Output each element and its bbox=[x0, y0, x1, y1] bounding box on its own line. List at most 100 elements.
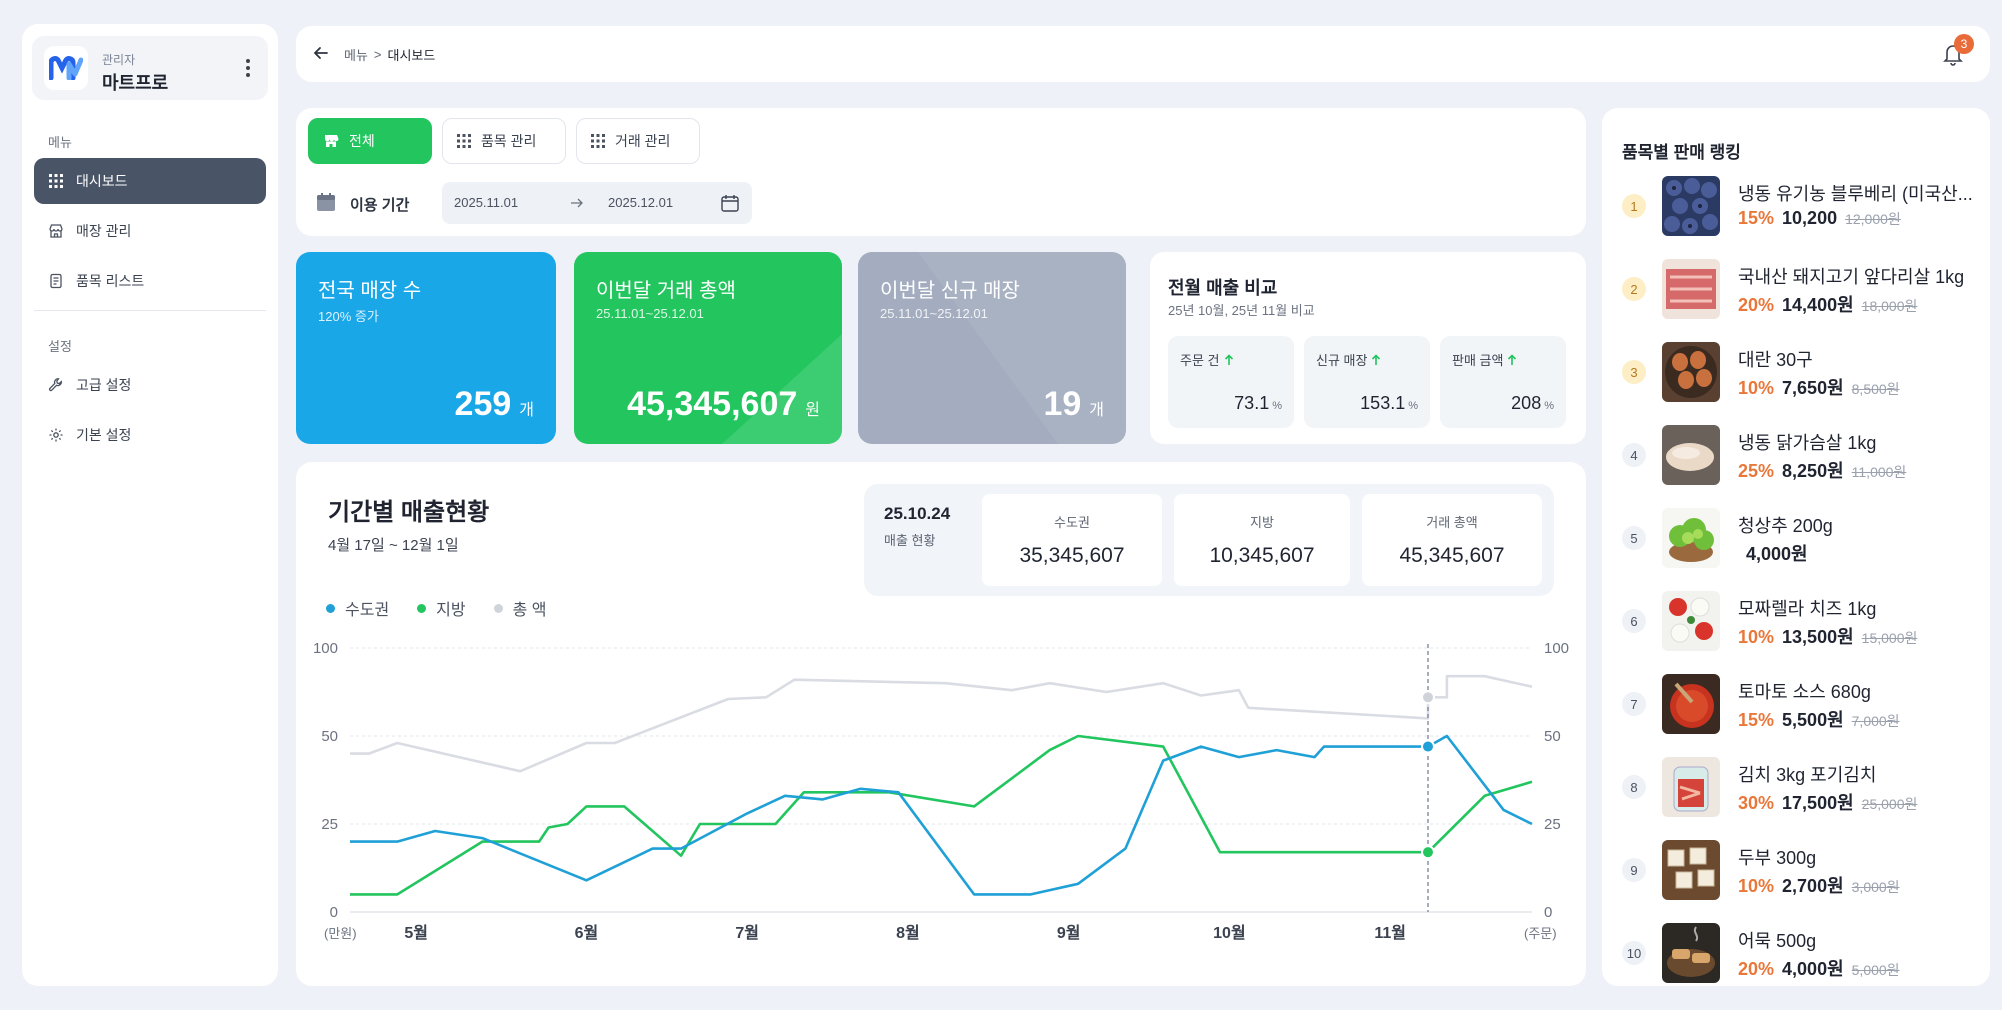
y-tick-label-left: 25 bbox=[321, 816, 338, 833]
discount-rate: 10% bbox=[1738, 378, 1775, 398]
breadcrumb-separator: > bbox=[373, 47, 382, 62]
kpi-unit: 개 bbox=[519, 402, 534, 419]
discount-rate: 10% bbox=[1738, 876, 1775, 896]
product-name: 국내산 돼지고기 앞다리살 1kg bbox=[1738, 267, 1965, 287]
stat-value: 10,345,607 bbox=[1209, 544, 1315, 567]
legend-dot bbox=[326, 603, 335, 613]
legend-label: 총 액 bbox=[512, 602, 547, 619]
stat-value: 35,345,607 bbox=[1019, 544, 1125, 567]
ranking-item[interactable]: 9 두부 300g 10% 2,700원 3,000원 bbox=[1620, 838, 1980, 902]
series-line bbox=[350, 734, 1533, 896]
x-tick-label: 10월 bbox=[1213, 924, 1246, 942]
document-icon bbox=[50, 273, 62, 289]
compare-label: 신규 매장 bbox=[1316, 353, 1368, 368]
kpi-unit: 원 bbox=[805, 402, 820, 419]
sidebar-item-dashboard[interactable]: 대시보드 bbox=[34, 158, 266, 204]
sidebar-item-products[interactable]: 품목 리스트 bbox=[34, 258, 266, 304]
rank-number: 3 bbox=[1622, 360, 1646, 384]
calendar-icon[interactable] bbox=[720, 193, 740, 213]
breadcrumb-parent[interactable]: 메뉴 bbox=[344, 48, 368, 63]
card-title: 전월 매출 비교 bbox=[1168, 278, 1278, 298]
date-start[interactable]: 2025.11.01 bbox=[454, 195, 519, 210]
legend-item-total[interactable]: 총 액 bbox=[493, 596, 547, 620]
rank-number: 4 bbox=[1622, 443, 1646, 467]
ranking-item[interactable]: 8 김치 3kg 포기김치 30% 17,500원 25,000원 bbox=[1620, 755, 1980, 819]
tab-transaction-management[interactable]: 거래 관리 bbox=[576, 118, 700, 164]
breadcrumb-current: 대시보드 bbox=[387, 48, 436, 63]
sidebar-item-label: 고급 설정 bbox=[76, 377, 132, 393]
ranking-item[interactable]: 7 토마토 소스 680g 15% 5,500원 7,000원 bbox=[1620, 672, 1980, 736]
tab-all[interactable]: 전체 bbox=[308, 118, 432, 164]
product-image bbox=[1662, 425, 1720, 485]
x-tick-label: 7월 bbox=[735, 924, 759, 942]
compare-value: 153.1 bbox=[1360, 393, 1406, 413]
ranking-item[interactable]: 5 청상추 200g 4,000원 bbox=[1620, 506, 1980, 570]
store-icon bbox=[325, 135, 339, 147]
tab-product-management[interactable]: 품목 관리 bbox=[442, 118, 566, 164]
kpi-monthly-transactions: 이번달 거래 총액 25.11.01~25.12.01 45,345,607 원 bbox=[574, 252, 842, 444]
kpi-value: 45,345,607 bbox=[627, 385, 798, 423]
section-label-settings: 설정 bbox=[48, 339, 72, 354]
product-name: 대란 30구 bbox=[1738, 350, 1813, 370]
date-end[interactable]: 2025.12.01 bbox=[608, 195, 674, 210]
kpi-value: 259 bbox=[454, 385, 512, 423]
section-label-menu: 메뉴 bbox=[48, 135, 72, 150]
breadcrumb: 메뉴 > 대시보드 bbox=[344, 45, 435, 64]
arrow-left-icon[interactable] bbox=[312, 44, 330, 62]
kpi-title: 이번달 신규 매장 bbox=[880, 280, 1020, 302]
compare-unit: % bbox=[1544, 400, 1554, 412]
compare-orders: 주문 건 73.1% bbox=[1168, 336, 1294, 428]
legend-item-metro[interactable]: 수도권 bbox=[326, 596, 389, 620]
sidebar-item-store[interactable]: 매장 관리 bbox=[34, 208, 266, 254]
product-price: 30% 17,500원 25,000원 bbox=[1738, 789, 1917, 815]
sale-price: 4,000원 bbox=[1782, 959, 1844, 979]
ranking-item[interactable]: 3 대란 30구 10% 7,650원 8,500원 bbox=[1620, 340, 1980, 404]
sale-price: 10,200 bbox=[1782, 208, 1838, 228]
product-price: 15% 10,200 12,000원 bbox=[1738, 208, 1901, 229]
compare-label: 판매 금액 bbox=[1452, 353, 1504, 368]
sales-line-chart[interactable]: 0 0 25 25 50 50 100 100 (만원) (주문) 5월 6월 7월 8월 9월 10월 11월 bbox=[296, 632, 1586, 986]
x-tick-label: 11월 bbox=[1374, 924, 1406, 942]
ranking-item[interactable]: 2 국내산 돼지고기 앞다리살 1kg 20% 14,400원 18,000원 bbox=[1620, 257, 1980, 321]
grid-icon bbox=[49, 174, 63, 188]
y-tick-label-left: 100 bbox=[313, 640, 338, 657]
x-tick-label: 5월 bbox=[404, 924, 428, 942]
sale-price: 13,500원 bbox=[1782, 627, 1854, 647]
kpi-subtitle: 25.11.01~25.12.01 bbox=[880, 306, 988, 321]
legend-dot bbox=[417, 603, 427, 613]
sale-price: 8,250원 bbox=[1782, 461, 1844, 481]
stat-label: 거래 총액 bbox=[1426, 515, 1478, 530]
sidebar-item-advanced-settings[interactable]: 고급 설정 bbox=[34, 362, 266, 408]
compare-value: 73.1 bbox=[1234, 393, 1270, 413]
product-image bbox=[1662, 176, 1720, 236]
original-price: 11,000원 bbox=[1851, 464, 1907, 480]
calendar-icon bbox=[317, 193, 335, 211]
y-unit-left: (만원) bbox=[324, 926, 357, 941]
rank-number: 7 bbox=[1622, 692, 1646, 716]
ranking-item[interactable]: 10 어묵 500g 20% 4,000원 5,000원 bbox=[1620, 921, 1980, 985]
ranking-item[interactable]: 4 냉동 닭가슴살 1kg 25% 8,250원 11,000원 bbox=[1620, 423, 1980, 487]
kpi-unit: 개 bbox=[1089, 402, 1104, 419]
sidebar-item-label: 대시보드 bbox=[76, 173, 128, 189]
date-range-picker[interactable]: 2025.11.01 2025.12.01 bbox=[442, 182, 752, 224]
y-tick-label-right: 50 bbox=[1544, 728, 1561, 745]
ranking-item[interactable]: 1 냉동 유기농 블루베리 (미국산... 15% 10,200 12,000원 bbox=[1620, 174, 1980, 238]
discount-rate: 25% bbox=[1738, 461, 1775, 481]
sale-price: 5,500원 bbox=[1782, 710, 1844, 730]
product-name: 냉동 유기농 블루베리 (미국산... bbox=[1738, 184, 1973, 204]
compare-value: 208 bbox=[1511, 393, 1542, 413]
product-name: 두부 300g bbox=[1738, 848, 1817, 868]
tab-label: 거래 관리 bbox=[615, 133, 671, 149]
product-price: 25% 8,250원 11,000원 bbox=[1738, 457, 1906, 483]
legend-label: 지방 bbox=[436, 602, 466, 619]
product-name: 토마토 소스 680g bbox=[1738, 682, 1871, 702]
brand-card[interactable]: 관리자 마트프로 bbox=[32, 36, 268, 100]
more-vertical-icon[interactable] bbox=[238, 54, 258, 82]
y-unit-right: (주문) bbox=[1524, 926, 1557, 941]
discount-rate: 30% bbox=[1738, 793, 1775, 813]
rank-number: 9 bbox=[1622, 858, 1646, 882]
sidebar-item-basic-settings[interactable]: 기본 설정 bbox=[34, 412, 266, 458]
legend-item-regional[interactable]: 지방 bbox=[417, 596, 466, 620]
product-ranking-card: 품목별 판매 랭킹 1 냉동 유기농 블루베리 (미국산... 15% 10,200 1… bbox=[1602, 108, 1990, 986]
ranking-item[interactable]: 6 모짜렐라 치즈 1kg 10% 13,500원 15,000원 bbox=[1620, 589, 1980, 653]
